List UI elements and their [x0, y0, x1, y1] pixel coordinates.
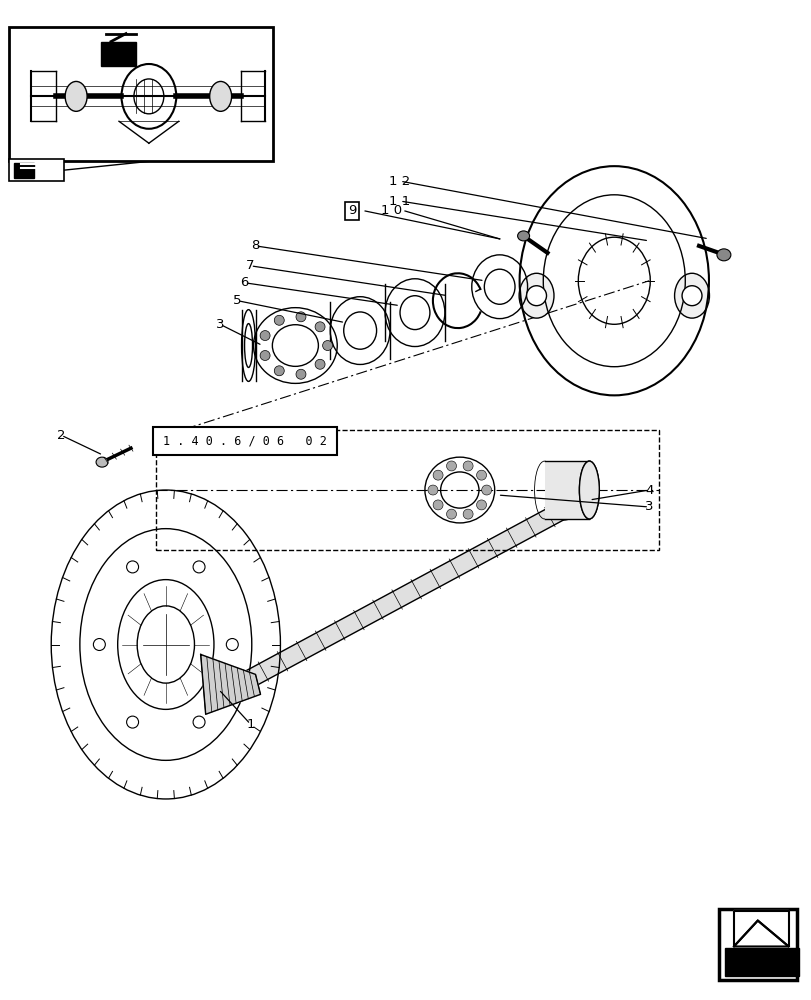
Polygon shape: [211, 504, 563, 705]
Bar: [718, 909, 796, 980]
Bar: [15, 163, 34, 178]
Ellipse shape: [716, 249, 730, 261]
Bar: [101, 42, 135, 66]
Circle shape: [432, 470, 443, 480]
Circle shape: [296, 312, 306, 322]
Text: 4: 4: [644, 484, 653, 497]
Circle shape: [476, 470, 486, 480]
Circle shape: [427, 485, 437, 495]
Ellipse shape: [209, 81, 231, 111]
Polygon shape: [733, 921, 787, 946]
Text: 6: 6: [240, 276, 248, 289]
Circle shape: [432, 500, 443, 510]
Circle shape: [462, 509, 473, 519]
Circle shape: [462, 461, 473, 471]
Text: 7: 7: [246, 259, 255, 272]
Circle shape: [446, 461, 456, 471]
Circle shape: [274, 366, 284, 376]
Text: 1: 1: [246, 718, 255, 731]
Text: 1 0: 1 0: [381, 204, 402, 217]
Polygon shape: [200, 654, 260, 714]
Bar: [724, 948, 798, 976]
Ellipse shape: [518, 273, 553, 318]
Circle shape: [476, 500, 486, 510]
Ellipse shape: [674, 273, 709, 318]
Circle shape: [315, 359, 324, 369]
Polygon shape: [733, 911, 787, 946]
Text: 9: 9: [348, 204, 356, 217]
Ellipse shape: [517, 231, 529, 241]
Ellipse shape: [579, 461, 599, 519]
Text: 1 . 4 0 . 6 / 0 6   0 2: 1 . 4 0 . 6 / 0 6 0 2: [163, 435, 327, 448]
Text: 3: 3: [644, 500, 653, 513]
Bar: [10, 159, 64, 181]
Text: 1 1: 1 1: [389, 195, 410, 208]
Circle shape: [274, 315, 284, 325]
Text: 1 2: 1 2: [389, 175, 410, 188]
Circle shape: [446, 509, 456, 519]
Circle shape: [481, 485, 491, 495]
Text: 5: 5: [233, 294, 242, 307]
Circle shape: [322, 341, 333, 351]
Ellipse shape: [96, 457, 108, 467]
Bar: [152, 427, 337, 455]
Circle shape: [315, 322, 324, 332]
Ellipse shape: [65, 81, 87, 111]
Text: 8: 8: [251, 239, 260, 252]
Circle shape: [681, 286, 702, 306]
Polygon shape: [544, 461, 589, 519]
Circle shape: [260, 331, 270, 341]
Text: 2: 2: [57, 429, 66, 442]
Circle shape: [260, 351, 270, 360]
Bar: [10, 27, 273, 161]
Bar: [156, 430, 659, 550]
Circle shape: [526, 286, 546, 306]
Circle shape: [296, 369, 306, 379]
Text: 3: 3: [216, 318, 225, 331]
